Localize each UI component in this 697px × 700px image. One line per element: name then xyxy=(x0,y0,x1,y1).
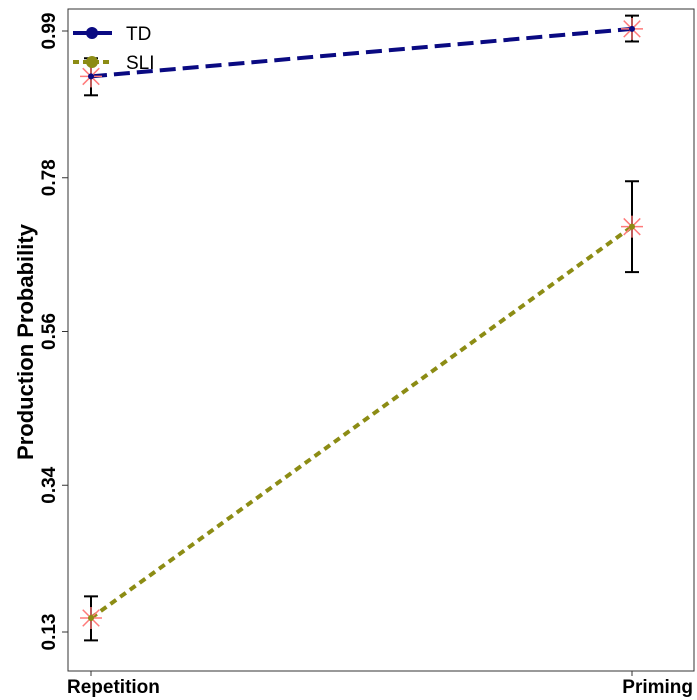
x-tick-label: Priming xyxy=(622,677,693,698)
y-tick-label: 0.13 xyxy=(39,614,60,651)
series-lines xyxy=(89,26,634,620)
y-tick-label: 0.34 xyxy=(39,466,60,503)
series-line-td xyxy=(90,26,633,79)
legend-dot-td xyxy=(86,27,98,39)
y-axis-title: Production Probability xyxy=(13,223,38,460)
x-ticks: Repetition Priming xyxy=(67,671,693,698)
point-dot xyxy=(88,615,94,622)
data-point xyxy=(621,17,643,40)
y-tick-label: 0.56 xyxy=(39,313,60,350)
y-tick-label: 0.78 xyxy=(39,159,60,196)
point-dot xyxy=(629,25,635,32)
series-line-sli xyxy=(89,225,634,620)
data-point xyxy=(80,65,102,88)
data-point xyxy=(621,215,643,238)
data-markers xyxy=(80,17,643,630)
legend: TD SLI xyxy=(73,24,155,74)
point-dot xyxy=(629,223,635,230)
plot-panel xyxy=(67,8,695,672)
legend-label-sli: SLI xyxy=(126,53,155,74)
legend-label-td: TD xyxy=(126,24,151,45)
y-ticks: 0.13 0.34 0.56 0.78 0.99 xyxy=(39,13,68,651)
x-tick-label: Repetition xyxy=(67,677,160,698)
point-dot xyxy=(88,73,94,80)
y-tick-label: 0.99 xyxy=(39,13,60,50)
data-point xyxy=(80,607,102,630)
legend-dot-sli xyxy=(86,56,98,68)
